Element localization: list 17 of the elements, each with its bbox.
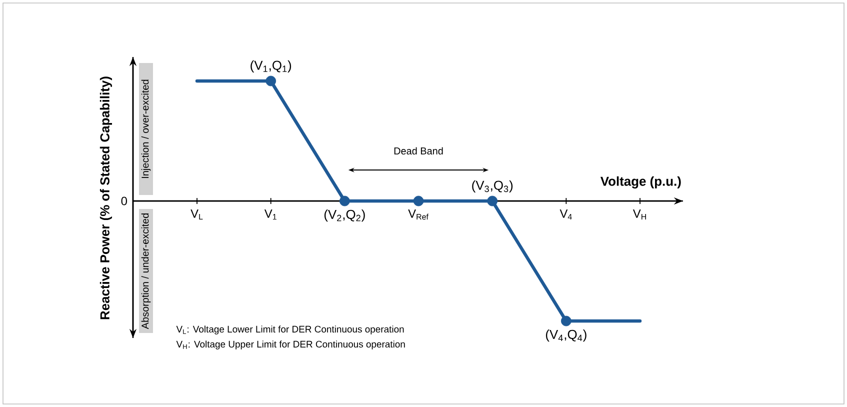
annotation: (V$_{3}$,Q$_{3}$): [472, 180, 513, 192]
x-tick-label: V$_{Ref}$: [408, 210, 428, 220]
text: (V$_{1}$,Q$_{1}$): [250, 60, 292, 72]
text: V$_{H}$: Voltage Upper Limit for DER Continuous operation: [176, 340, 405, 350]
y-axis-title: Reactive Power (% of Stated Capability): [100, 76, 112, 320]
text: V$_{L}$: Voltage Lower Limit for DER Continuous operation: [176, 326, 404, 334]
annotation: Injection / over-excited: [141, 80, 151, 178]
annotation: Dead Band: [394, 147, 443, 155]
text: 0: [121, 196, 128, 206]
x-tick-label: V$_{L}$: [190, 210, 203, 220]
x-tick-label: V$_{1}$: [264, 210, 276, 220]
text: (V$_{4}$,Q$_{4}$): [546, 330, 586, 342]
x-axis-title: Voltage (p.u.): [600, 176, 681, 188]
annotation: (V$_{2}$,Q$_{2}$): [324, 210, 365, 222]
x-tick-label: V$_{4}$: [560, 210, 572, 220]
annotation: Absorption / under-excited: [141, 213, 151, 330]
x-tick-label: V$_{H}$: [632, 210, 646, 220]
